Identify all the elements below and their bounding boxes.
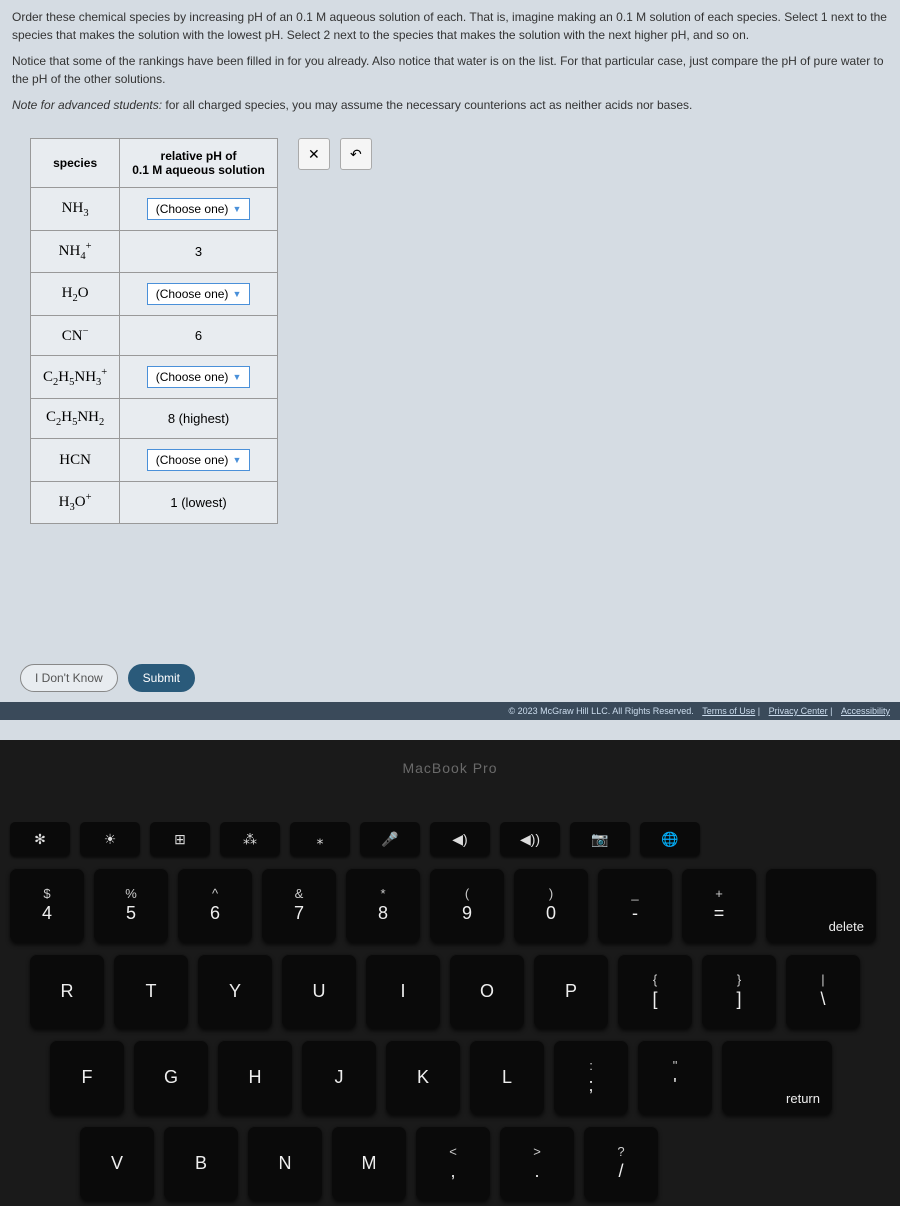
table-row: H2O (Choose one) <box>31 273 278 316</box>
species-cell: HCN <box>31 439 120 482</box>
species-cell: C2H5NH2 <box>31 399 120 439</box>
fn-key[interactable]: ⊞ <box>150 822 210 856</box>
keyboard-key[interactable]: M <box>332 1126 406 1200</box>
keyboard-key[interactable]: "' <box>638 1040 712 1114</box>
keyboard-key[interactable]: V <box>80 1126 154 1200</box>
keyboard-key[interactable]: }] <box>702 954 776 1028</box>
footer-bar: © 2023 McGraw Hill LLC. All Rights Reser… <box>0 702 900 720</box>
keyboard-key[interactable]: $4 <box>10 868 84 942</box>
ph-dropdown[interactable]: (Choose one) <box>147 366 251 388</box>
fn-key[interactable]: 🌐 <box>640 822 700 856</box>
keyboard-key[interactable]: U <box>282 954 356 1028</box>
value-cell: 3 <box>120 231 278 273</box>
reset-button[interactable]: ↶ <box>340 138 372 170</box>
keyboard-key[interactable]: P <box>534 954 608 1028</box>
species-cell: NH4+ <box>31 231 120 273</box>
close-button[interactable]: ✕ <box>298 138 330 170</box>
fn-key[interactable]: ⁂ <box>220 822 280 856</box>
instruction-p2: Notice that some of the rankings have be… <box>12 52 888 88</box>
species-cell: H2O <box>31 273 120 316</box>
keyboard: ✻ ☀ ⊞ ⁂ ⁎ 🎤 ◀) ◀)) 📷 🌐 $4%5^6&7*8(9)0_-+=delete R… <box>0 796 900 1206</box>
fn-key[interactable]: 📷 <box>570 822 630 856</box>
keyboard-key[interactable]: %5 <box>94 868 168 942</box>
footer-link-privacy[interactable]: Privacy Center <box>769 706 828 716</box>
keyboard-key[interactable]: &7 <box>262 868 336 942</box>
keyboard-key[interactable]: H <box>218 1040 292 1114</box>
value-cell: 6 <box>120 316 278 356</box>
keyboard-key[interactable]: return <box>722 1040 832 1114</box>
keyboard-key[interactable]: _- <box>598 868 672 942</box>
keyboard-key[interactable]: B <box>164 1126 238 1200</box>
keyboard-key[interactable]: ^6 <box>178 868 252 942</box>
fn-key[interactable]: ⁎ <box>290 822 350 856</box>
th-ph: relative pH of0.1 M aqueous solution <box>120 139 278 188</box>
value-cell: (Choose one) <box>120 439 278 482</box>
keyboard-key[interactable]: I <box>366 954 440 1028</box>
species-cell: CN− <box>31 316 120 356</box>
keyboard-key[interactable]: Y <box>198 954 272 1028</box>
keyboard-key[interactable]: ?/ <box>584 1126 658 1200</box>
keyboard-key[interactable]: >. <box>500 1126 574 1200</box>
instruction-p3: Note for advanced students: for all char… <box>12 96 888 114</box>
th-species: species <box>31 139 120 188</box>
keyboard-key[interactable]: F <box>50 1040 124 1114</box>
value-cell: 8 (highest) <box>120 399 278 439</box>
value-cell: (Choose one) <box>120 356 278 399</box>
inline-toolbar: ✕ ↶ <box>298 138 372 170</box>
table-row: HCN (Choose one) <box>31 439 278 482</box>
footer-link-accessibility[interactable]: Accessibility <box>841 706 890 716</box>
table-row: H3O+1 (lowest) <box>31 482 278 524</box>
species-cell: NH3 <box>31 188 120 231</box>
value-cell: (Choose one) <box>120 273 278 316</box>
species-cell: C2H5NH3+ <box>31 356 120 399</box>
table-row: C2H5NH28 (highest) <box>31 399 278 439</box>
fn-key[interactable]: ◀)) <box>500 822 560 856</box>
value-cell: 1 (lowest) <box>120 482 278 524</box>
keyboard-key[interactable]: J <box>302 1040 376 1114</box>
ph-dropdown[interactable]: (Choose one) <box>147 283 251 305</box>
keyboard-key[interactable]: |\ <box>786 954 860 1028</box>
footer-link-terms[interactable]: Terms of Use <box>702 706 755 716</box>
keyboard-key[interactable]: K <box>386 1040 460 1114</box>
keyboard-key[interactable]: T <box>114 954 188 1028</box>
keyboard-key[interactable]: )0 <box>514 868 588 942</box>
note-rest: for all charged species, you may assume … <box>162 98 692 112</box>
table-row: NH3 (Choose one) <box>31 188 278 231</box>
submit-button[interactable]: Submit <box>128 664 195 692</box>
keyboard-key[interactable]: G <box>134 1040 208 1114</box>
instructions: Order these chemical species by increasi… <box>0 0 900 130</box>
species-cell: H3O+ <box>31 482 120 524</box>
table-row: C2H5NH3+ (Choose one) <box>31 356 278 399</box>
fn-key[interactable]: ✻ <box>10 822 70 856</box>
note-prefix: Note for advanced students: <box>12 98 162 112</box>
keyboard-key[interactable]: {[ <box>618 954 692 1028</box>
keyboard-key[interactable]: += <box>682 868 756 942</box>
ph-dropdown[interactable]: (Choose one) <box>147 198 251 220</box>
idk-button[interactable]: I Don't Know <box>20 664 118 692</box>
keyboard-key[interactable]: delete <box>766 868 876 942</box>
macbook-label: MacBook Pro <box>0 740 900 796</box>
instruction-p1: Order these chemical species by increasi… <box>12 8 888 44</box>
table-row: CN−6 <box>31 316 278 356</box>
keyboard-key[interactable]: (9 <box>430 868 504 942</box>
fn-key[interactable]: ◀) <box>430 822 490 856</box>
bottom-controls: I Don't Know Submit <box>20 664 195 692</box>
ph-dropdown[interactable]: (Choose one) <box>147 449 251 471</box>
content-area: species relative pH of0.1 M aqueous solu… <box>0 130 900 532</box>
app-screen: Order these chemical species by increasi… <box>0 0 900 740</box>
species-table: species relative pH of0.1 M aqueous solu… <box>30 138 278 524</box>
keyboard-key[interactable]: <, <box>416 1126 490 1200</box>
keyboard-key[interactable]: *8 <box>346 868 420 942</box>
keyboard-key[interactable]: :; <box>554 1040 628 1114</box>
table-row: NH4+3 <box>31 231 278 273</box>
copyright-text: © 2023 McGraw Hill LLC. All Rights Reser… <box>509 706 694 716</box>
keyboard-key[interactable]: O <box>450 954 524 1028</box>
value-cell: (Choose one) <box>120 188 278 231</box>
fn-key[interactable]: ☀ <box>80 822 140 856</box>
keyboard-key[interactable]: L <box>470 1040 544 1114</box>
keyboard-key[interactable]: N <box>248 1126 322 1200</box>
fn-key[interactable]: 🎤 <box>360 822 420 856</box>
keyboard-key[interactable]: R <box>30 954 104 1028</box>
